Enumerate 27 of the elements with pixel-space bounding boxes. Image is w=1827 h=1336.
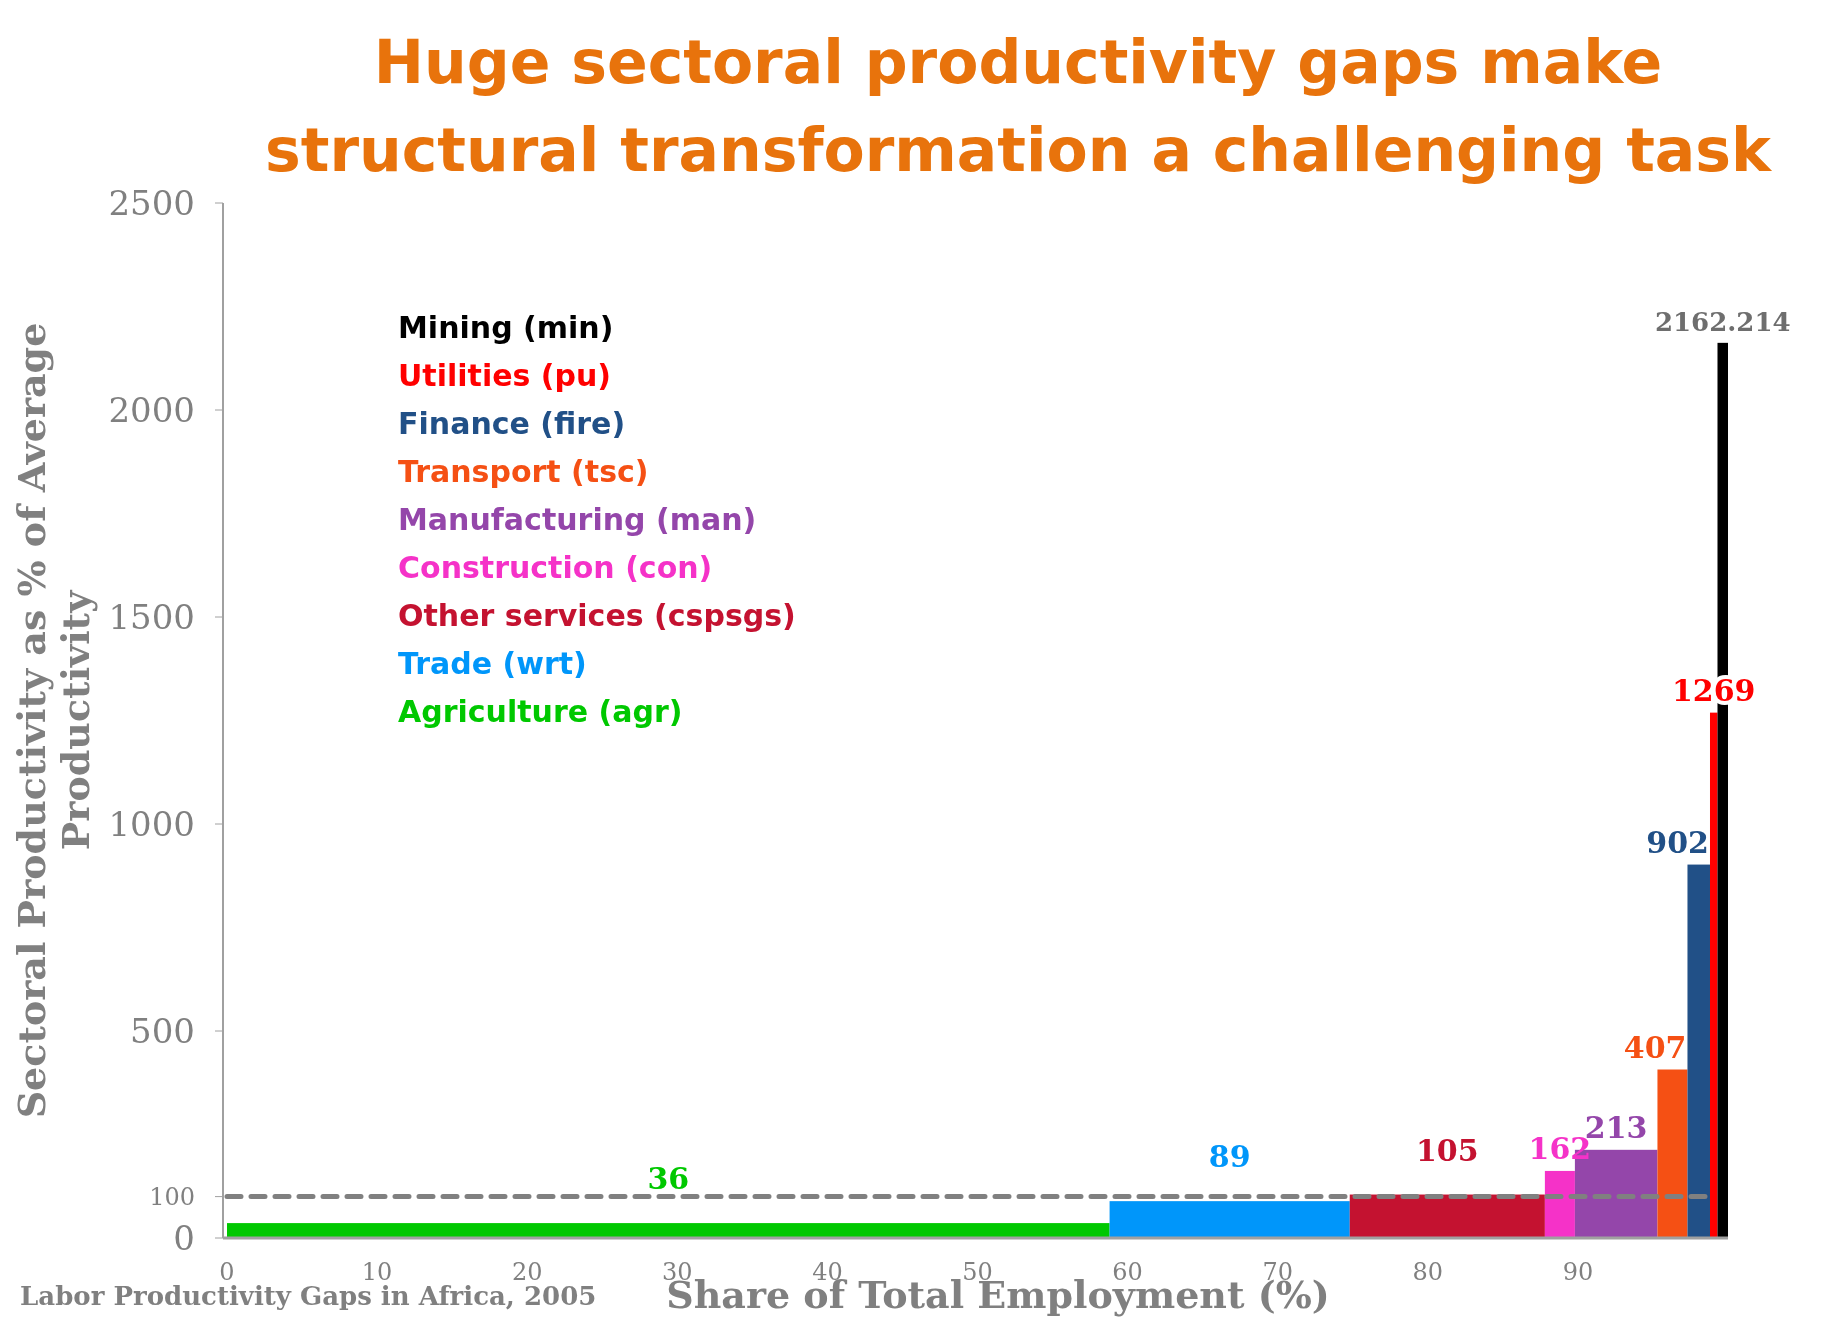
category-label: Transport (tsc) <box>398 454 649 489</box>
data-label: 407 <box>1623 1029 1687 1065</box>
category-label: Other services (cspsgs) <box>398 598 796 633</box>
y-tick-label: 100 <box>149 1183 195 1211</box>
chart-title: Huge sectoral productivity gaps make structural transformation a challenging task <box>265 27 1774 185</box>
x-tick-label: 90 <box>1562 1258 1594 1286</box>
category-label: Utilities (pu) <box>398 358 612 393</box>
category-label: Manufacturing (man) <box>398 502 757 537</box>
category-label: Agriculture (agr) <box>398 694 683 729</box>
data-label: 89 <box>1208 1139 1251 1175</box>
y-tick-label: 1000 <box>108 803 195 844</box>
y-tick-label: 2500 <box>108 182 195 223</box>
data-label: 902 <box>1646 824 1709 860</box>
y-axis-title: Sectoral Productivity as % of Average Productivity <box>9 322 98 1119</box>
category-label: Construction (con) <box>398 550 713 585</box>
category-label: Mining (min) <box>398 310 614 345</box>
x-tick-label: 80 <box>1412 1258 1444 1286</box>
y-tick-label: 0 <box>173 1217 195 1258</box>
data-label: 105 <box>1416 1132 1479 1168</box>
x-tick-label: 60 <box>1112 1258 1143 1286</box>
data-label: 2162.214 <box>1654 306 1791 337</box>
category-label: Finance (fire) <box>398 406 626 441</box>
category-label: Trade (wrt) <box>398 646 587 681</box>
y-tick-label: 500 <box>130 1010 195 1051</box>
data-label: 36 <box>647 1161 690 1197</box>
y-tick-label: 2000 <box>108 389 195 430</box>
y-tick-label: 1500 <box>108 596 195 637</box>
